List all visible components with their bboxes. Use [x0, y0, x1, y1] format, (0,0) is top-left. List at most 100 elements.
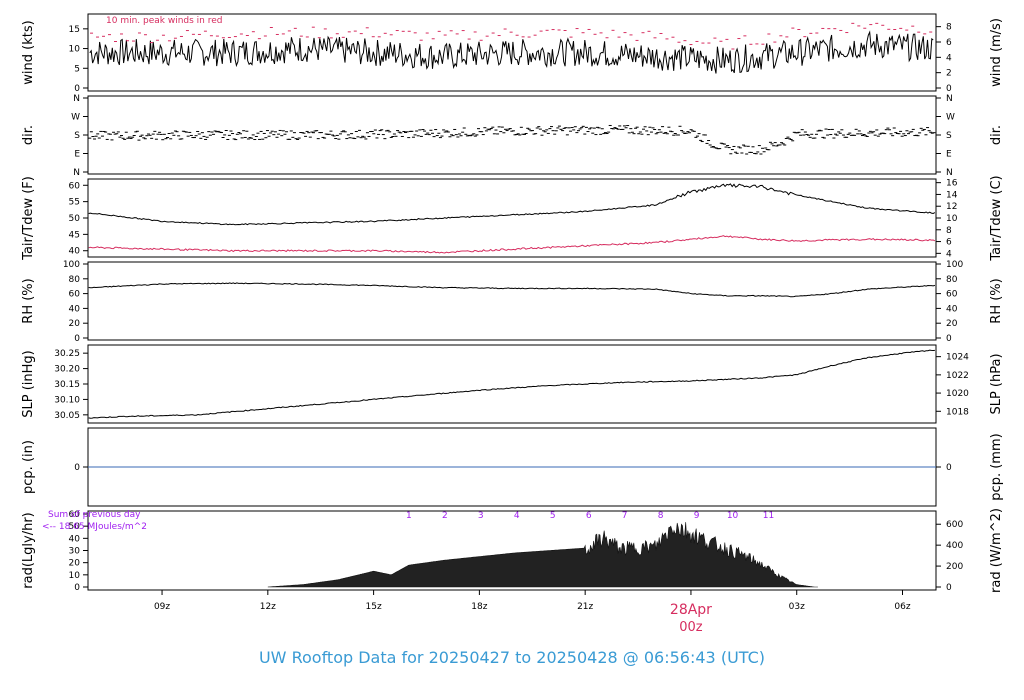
left-tick-label-rh: 80 — [69, 275, 81, 285]
right-tick-label-wind: 2 — [946, 69, 952, 79]
right-tick-label-dir: E — [946, 150, 952, 160]
right-tick-label-rh: 0 — [946, 334, 952, 344]
left-tick-label-wind: 0 — [74, 84, 80, 94]
sea-level-pressure-line — [88, 349, 935, 419]
ylabel-left-slp: SLP (inHg) — [21, 350, 36, 418]
date-sub-label: 00z — [679, 620, 703, 635]
ylabel-right-dir: dir. — [989, 125, 1004, 145]
time-tick-label: 03z — [789, 602, 805, 612]
panel-frame-wind — [87, 13, 937, 92]
panel-frame-slp — [87, 344, 937, 424]
chart-title: UW Rooftop Data for 20250427 to 20250428… — [258, 648, 766, 667]
hour-marker: 10 — [727, 511, 739, 521]
hour-marker: 4 — [514, 511, 520, 521]
ylabel-right-rad: rad (W/m^2) — [989, 508, 1004, 593]
right-tick-label-rh: 40 — [946, 304, 958, 314]
date-label: 28Apr — [670, 602, 712, 618]
right-tick-label-temp: 16 — [946, 179, 958, 189]
left-tick-label-temp: 55 — [69, 198, 80, 208]
left-tick-label-temp: 50 — [69, 214, 81, 224]
right-tick-label-temp: 10 — [946, 214, 958, 224]
left-tick-label-temp: 60 — [69, 181, 81, 191]
radiation-sum-label: Sum of previous day — [48, 510, 141, 520]
air-temperature-line — [88, 183, 936, 226]
time-tick-label: 12z — [260, 602, 276, 612]
right-tick-label-rh: 80 — [946, 275, 958, 285]
left-tick-label-slp: 30.15 — [54, 380, 80, 390]
left-tick-label-rad: 60 — [69, 510, 81, 520]
relative-humidity-line — [88, 282, 936, 298]
left-tick-label-rad: 0 — [74, 583, 80, 593]
left-tick-label-dir: S — [74, 131, 80, 141]
right-tick-label-rad: 0 — [946, 583, 952, 593]
right-tick-label-rad: 200 — [946, 562, 963, 572]
time-tick-label: 09z — [154, 602, 170, 612]
left-tick-label-slp: 30.05 — [54, 411, 80, 421]
right-tick-label-wind: 4 — [946, 53, 952, 63]
left-tick-label-rad: 10 — [69, 571, 81, 581]
left-tick-label-rad: 20 — [69, 559, 81, 569]
left-tick-label-wind: 15 — [69, 25, 80, 35]
dewpoint-line — [88, 235, 936, 254]
ylabel-right-slp: SLP (hPa) — [989, 353, 1004, 414]
left-tick-label-dir: E — [74, 150, 80, 160]
left-tick-label-rh: 20 — [69, 319, 81, 329]
hour-marker: 6 — [586, 511, 592, 521]
time-tick-label: 06z — [894, 602, 910, 612]
right-tick-label-dir: N — [946, 168, 953, 178]
ylabel-right-rh: RH (%) — [989, 278, 1004, 323]
left-tick-label-temp: 45 — [69, 230, 80, 240]
left-tick-label-slp: 30.10 — [54, 395, 80, 405]
right-tick-label-temp: 12 — [946, 202, 957, 212]
right-tick-label-wind: 6 — [946, 38, 952, 48]
left-tick-label-dir: W — [71, 113, 80, 123]
hour-marker: 7 — [622, 511, 628, 521]
right-tick-label-dir: N — [946, 94, 953, 104]
left-tick-label-rad: 50 — [69, 522, 81, 532]
panel-frame-temp — [87, 178, 937, 258]
left-tick-label-slp: 30.20 — [54, 365, 80, 375]
right-tick-label-rh: 60 — [946, 290, 958, 300]
wind-peak-annotation: 10 min. peak winds in red — [106, 16, 223, 26]
hour-marker: 11 — [763, 511, 774, 521]
right-tick-label-slp: 1020 — [946, 389, 969, 399]
left-tick-label-rad: 30 — [69, 547, 81, 557]
right-tick-label-slp: 1024 — [946, 353, 969, 363]
right-tick-label-temp: 4 — [946, 249, 952, 259]
right-tick-label-pcp: 0 — [946, 463, 952, 473]
time-tick-label: 21z — [577, 602, 593, 612]
time-tick-label: 18z — [471, 602, 487, 612]
right-tick-label-slp: 1018 — [946, 407, 969, 417]
hour-marker: 2 — [442, 511, 448, 521]
radiation-area — [267, 522, 818, 588]
left-tick-label-rh: 100 — [63, 260, 80, 270]
right-tick-label-dir: S — [946, 131, 952, 141]
chart-svg: wind (kts) wind (m/s) dir. dir. Tair/Tdew (F… — [21, 13, 1004, 635]
wind-speed-line — [89, 30, 934, 74]
left-tick-label-rh: 40 — [69, 304, 81, 314]
right-tick-label-wind: 8 — [946, 23, 952, 33]
ylabel-left-dir: dir. — [21, 125, 36, 145]
right-tick-label-rh: 100 — [946, 260, 963, 270]
left-tick-label-temp: 40 — [69, 247, 81, 257]
ylabel-right-wind: wind (m/s) — [989, 18, 1004, 87]
left-tick-label-dir: N — [73, 168, 80, 178]
panel-frame-rh — [87, 261, 937, 341]
ylabel-left-pcp: pcp. (in) — [21, 440, 36, 494]
left-tick-label-wind: 5 — [74, 64, 80, 74]
hour-marker: 9 — [694, 511, 700, 521]
left-tick-label-wind: 10 — [69, 45, 81, 55]
hour-marker: 3 — [478, 511, 484, 521]
right-tick-label-rad: 600 — [946, 520, 963, 530]
left-tick-label-rh: 0 — [74, 334, 80, 344]
left-tick-label-rad: 40 — [69, 534, 81, 544]
left-tick-label-dir: N — [73, 94, 80, 104]
right-tick-label-dir: W — [946, 113, 955, 123]
ylabel-left-temp: Tair/Tdew (F) — [21, 176, 36, 261]
hour-marker: 1 — [406, 511, 412, 521]
right-tick-label-temp: 8 — [946, 226, 952, 236]
hour-marker: 8 — [658, 511, 664, 521]
right-tick-label-temp: 6 — [946, 238, 952, 248]
ylabel-right-pcp: pcp. (mm) — [989, 433, 1004, 500]
